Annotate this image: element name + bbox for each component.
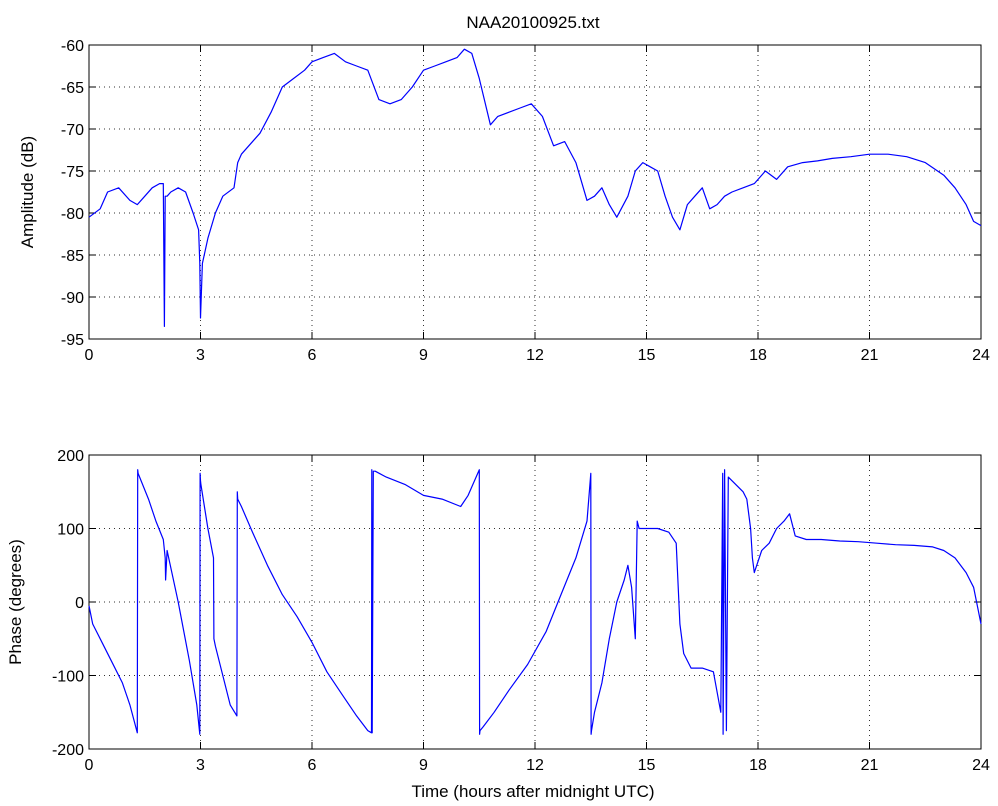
phase-y-tick-label: 200 xyxy=(57,448,84,465)
phase-y-tick-label: 100 xyxy=(57,522,84,539)
amplitude-x-tick-label: 6 xyxy=(308,347,317,364)
amplitude-x-tick-label: 18 xyxy=(749,347,767,364)
amplitude-y-tick-label: -85 xyxy=(61,248,84,265)
phase-chart: 0 3 6 9 12 15 18 21 24 -200 -100 0 100 200 Phase (deg… xyxy=(6,448,990,801)
amplitude-x-tick-label: 21 xyxy=(861,347,879,364)
phase-x-tick-label: 12 xyxy=(526,757,544,774)
phase-x-tick-label: 0 xyxy=(85,757,94,774)
amplitude-x-tick-label: 15 xyxy=(638,347,656,364)
amplitude-x-tick-label: 3 xyxy=(196,347,205,364)
phase-y-tick-label: 0 xyxy=(75,595,84,612)
phase-series-line xyxy=(88,469,982,735)
phase-x-tick-label: 18 xyxy=(749,757,767,774)
phase-grid xyxy=(89,455,981,749)
amplitude-ticks: 0 3 6 9 12 15 18 21 24 -95 -90 -85 -80 -75 -70 -65 -60 xyxy=(61,38,990,364)
amplitude-y-axis-label: Amplitude (dB) xyxy=(18,136,37,248)
amplitude-grid xyxy=(89,45,981,339)
amplitude-x-tick-label: 9 xyxy=(419,347,428,364)
phase-y-tick-label: -200 xyxy=(52,742,84,759)
amplitude-series-line xyxy=(88,48,982,327)
amplitude-y-tick-label: -65 xyxy=(61,80,84,97)
phase-y-axis-label: Phase (degrees) xyxy=(6,539,25,665)
phase-y-tick-label: -100 xyxy=(52,669,84,686)
phase-ticks: 0 3 6 9 12 15 18 21 24 -200 -100 0 100 200 xyxy=(52,448,990,774)
phase-x-tick-label: 24 xyxy=(972,757,990,774)
amplitude-y-tick-label: -70 xyxy=(61,122,84,139)
phase-x-tick-label: 15 xyxy=(638,757,656,774)
amplitude-y-tick-label: -90 xyxy=(61,290,84,307)
phase-x-tick-label: 6 xyxy=(308,757,317,774)
amplitude-y-tick-label: -80 xyxy=(61,206,84,223)
amplitude-x-tick-label: 0 xyxy=(85,347,94,364)
amplitude-x-tick-label: 24 xyxy=(972,347,990,364)
phase-x-tick-label: 21 xyxy=(861,757,879,774)
amplitude-y-tick-label: -75 xyxy=(61,164,84,181)
phase-x-tick-label: 3 xyxy=(196,757,205,774)
amplitude-plot-area xyxy=(88,44,982,340)
amplitude-y-tick-label: -95 xyxy=(61,332,84,349)
amplitude-x-tick-label: 12 xyxy=(526,347,544,364)
amplitude-chart: NAA20100925.txt 0 3 6 9 12 15 18 21 24 -95 -90 -85 -… xyxy=(18,13,990,364)
chart-title: NAA20100925.txt xyxy=(466,13,600,32)
x-axis-label: Time (hours after midnight UTC) xyxy=(411,782,654,801)
amplitude-y-tick-label: -60 xyxy=(61,38,84,55)
phase-x-tick-label: 9 xyxy=(419,757,428,774)
